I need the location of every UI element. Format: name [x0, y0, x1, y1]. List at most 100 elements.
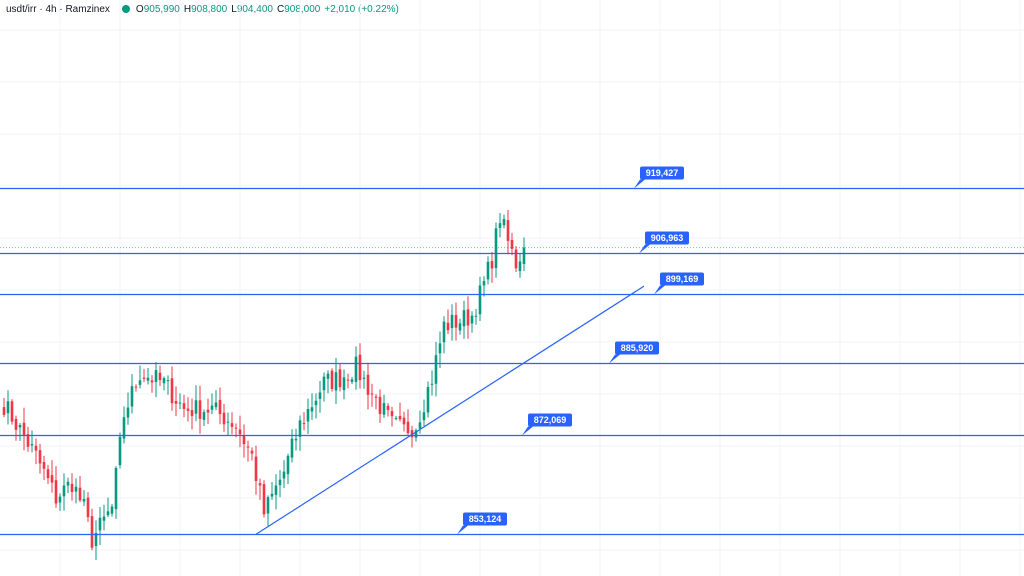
price-label-pointer: [639, 244, 650, 254]
candle-body: [422, 412, 426, 421]
candle-body: [30, 444, 34, 446]
price-label-box: [463, 512, 507, 526]
candle-body: [502, 219, 506, 226]
candle-body: [126, 407, 130, 418]
candle-body: [174, 400, 178, 404]
candle-body: [254, 456, 258, 482]
candle-body: [66, 481, 70, 486]
candle-body: [26, 434, 30, 447]
candle-body: [58, 496, 62, 503]
candle-body: [298, 420, 302, 437]
candle-body: [250, 450, 254, 454]
drawing-labels: 919,427 906,963 899,169 885,920 872,069 853,1…: [457, 166, 704, 535]
candle-body: [150, 380, 154, 383]
candle-body: [2, 407, 6, 415]
candle-body: [62, 485, 66, 497]
candle-body: [214, 402, 218, 408]
candle-body: [198, 400, 202, 419]
candle-body: [90, 516, 94, 548]
candle-body: [182, 403, 186, 409]
candle-body: [446, 322, 450, 331]
candle-body: [318, 392, 322, 399]
price-label-pointer: [654, 285, 665, 295]
candle-body: [78, 487, 82, 501]
close-label: C: [276, 3, 285, 15]
open-label: O: [135, 3, 144, 15]
candle-body: [522, 247, 526, 265]
candle-body: [258, 483, 262, 486]
candle-body: [470, 315, 474, 324]
candle-body: [414, 430, 418, 438]
candle-body: [154, 370, 158, 383]
candle-body: [482, 281, 486, 286]
candle-body: [454, 315, 458, 328]
candle-body: [458, 323, 462, 331]
candle-body: [146, 377, 150, 381]
candle-body: [394, 418, 398, 420]
candle-body: [402, 417, 406, 425]
candle-body: [294, 438, 298, 441]
candle-body: [238, 429, 242, 435]
price-label-text: 919,427: [646, 168, 679, 178]
price-label-text: 899,169: [666, 274, 699, 284]
candle-body: [266, 497, 270, 514]
candle-body: [362, 377, 366, 379]
candle-body: [314, 400, 318, 406]
symbol-title[interactable]: usdt/irr · 4h · Ramzinex: [6, 3, 110, 15]
candle-body: [278, 479, 282, 486]
candlestick-series: [2, 209, 526, 561]
change-value: +2,010 (+0.22%): [324, 3, 399, 15]
candle-body: [466, 309, 470, 326]
candle-body: [490, 261, 494, 269]
candle-body: [386, 405, 390, 411]
price-label-text: 906,963: [651, 233, 684, 243]
candle-body: [366, 374, 370, 395]
candle-body: [222, 412, 226, 425]
candle-body: [18, 425, 22, 428]
candle-body: [262, 484, 266, 515]
candle-body: [38, 450, 42, 464]
candle-body: [286, 455, 290, 475]
candle-body: [158, 372, 162, 381]
candle-body: [330, 370, 334, 390]
candle-body: [50, 475, 54, 483]
candle-body: [510, 240, 514, 249]
candle-body: [54, 480, 58, 504]
candle-body: [166, 380, 170, 382]
price-label-pointer: [609, 354, 620, 364]
candle-body: [310, 407, 314, 412]
candle-body: [230, 423, 234, 427]
price-label-pointer: [457, 525, 468, 535]
candle-body: [326, 373, 330, 379]
candle-body: [86, 497, 90, 518]
candle-body: [354, 356, 358, 382]
candle-body: [186, 408, 190, 411]
drawing-lines[interactable]: [0, 187, 1024, 536]
candle-body: [130, 386, 134, 407]
candle-body: [270, 493, 274, 497]
candle-body: [218, 399, 222, 415]
candle-body: [462, 310, 466, 327]
candle-body: [194, 400, 198, 414]
candle-body: [226, 421, 230, 423]
price-label-box: [528, 413, 572, 427]
candle-body: [410, 430, 414, 438]
chart-legend: usdt/irr · 4h · Ramzinex O 905,990 H 908,8…: [6, 2, 399, 16]
candle-body: [110, 506, 114, 514]
candle-body: [486, 261, 490, 280]
candle-body: [282, 471, 286, 479]
price-label-text: 872,069: [534, 415, 567, 425]
candle-body: [342, 377, 346, 391]
candle-body: [142, 377, 146, 379]
candle-body: [430, 383, 434, 385]
candle-body: [450, 314, 454, 329]
candle-body: [494, 228, 498, 269]
candle-body: [474, 315, 478, 317]
candle-body: [434, 355, 438, 384]
candle-body: [202, 412, 206, 420]
price-label-text: 853,124: [469, 514, 502, 524]
trendline: [255, 285, 645, 535]
price-label-box: [615, 341, 659, 355]
candle-body: [6, 401, 10, 414]
